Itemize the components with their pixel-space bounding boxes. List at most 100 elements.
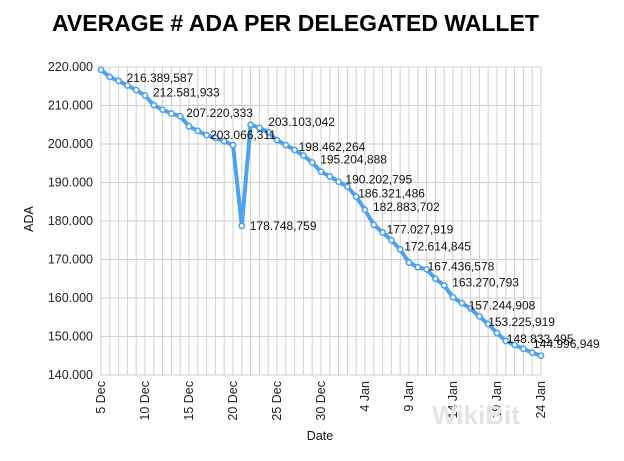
data-point [282, 141, 290, 149]
data-label: 153.225,919 [488, 315, 555, 329]
data-point [511, 341, 518, 349]
data-point [273, 136, 281, 144]
data-point [203, 131, 210, 139]
x-tick-label: 25 Dec [270, 381, 284, 421]
data-label: 178.748,759 [250, 219, 317, 233]
data-point [299, 152, 307, 159]
data-point [414, 263, 422, 271]
x-tick-label: 19 Jan [490, 381, 504, 419]
data-point [255, 124, 263, 132]
y-tick-label: 170.000 [48, 253, 93, 267]
data-label: 195.204,888 [320, 152, 387, 166]
data-point [379, 229, 386, 236]
watermark: WikiBit [432, 400, 520, 430]
data-label: 198.462,264 [299, 140, 366, 154]
y-axis-title: ADA [22, 205, 36, 231]
y-tick-label: 210.000 [48, 99, 93, 113]
grid [100, 66, 542, 376]
data-point [423, 265, 430, 273]
data-point [520, 345, 527, 353]
data-point [229, 141, 237, 149]
data-point [124, 82, 131, 89]
data-point [458, 299, 466, 307]
data-point [405, 259, 413, 266]
data-point [141, 92, 149, 99]
data-label: 203.066,311 [210, 128, 276, 142]
x-axis-title: Date [307, 429, 333, 443]
x-tick-label: 20 Dec [226, 381, 240, 421]
y-tick-label: 160.000 [48, 291, 93, 305]
data-point [484, 320, 492, 328]
data-point [352, 193, 360, 201]
data-point [326, 172, 334, 180]
data-point [335, 178, 342, 186]
data-point [528, 349, 536, 357]
x-tick-label: 15 Dec [182, 381, 196, 421]
data-label: 157.244,908 [469, 299, 536, 313]
data-point [97, 66, 105, 74]
data-label: 167.436,578 [428, 259, 495, 273]
x-tick-label: 9 Jan [402, 381, 416, 412]
y-tick-label: 190.000 [48, 176, 93, 190]
data-point [396, 246, 404, 253]
data-point [238, 222, 246, 230]
data-point [176, 112, 184, 120]
y-tick-label: 200.000 [48, 137, 93, 151]
data-label: 203.103,042 [268, 115, 335, 129]
y-axis-ticks: 140.000 150.000 160.000 170.000 180.000 190.0… [48, 60, 93, 382]
data-point [132, 86, 140, 94]
data-point [537, 352, 545, 360]
data-label: 190.202,795 [345, 173, 412, 187]
data-label: 212.581,933 [153, 86, 220, 100]
data-point [317, 168, 325, 176]
data-point [308, 159, 316, 166]
data-point [343, 183, 351, 191]
data-label: 163.270,793 [452, 275, 519, 289]
data-point [361, 206, 369, 214]
data-label: 148.833,495 [507, 332, 574, 346]
data-point [150, 101, 158, 109]
data-point [247, 121, 254, 129]
data-point [106, 73, 114, 81]
data-point [475, 313, 483, 320]
data-label: 207.220,333 [186, 106, 253, 120]
data-point [264, 128, 272, 136]
chart-title: AVERAGE # ADA PER DELEGATED WALLET [52, 10, 539, 36]
x-tick-label: 4 Jan [358, 381, 372, 412]
x-tick-label: 24 Jan [534, 381, 548, 419]
y-tick-label: 220.000 [48, 60, 93, 74]
y-tick-label: 150.000 [48, 330, 93, 344]
data-point [370, 221, 378, 229]
data-point [387, 236, 395, 244]
data-label: 216.389,587 [127, 71, 194, 85]
x-axis-ticks: 5 Dec 10 Dec 15 Dec 20 Dec 25 Dec 30 Dec 4 Jan… [94, 381, 548, 421]
y-tick-label: 140.000 [48, 368, 93, 382]
data-label: 186.321,486 [358, 187, 425, 201]
data-point [159, 106, 166, 114]
data-point [467, 305, 474, 313]
data-point [449, 293, 457, 301]
x-tick-label: 30 Dec [314, 381, 328, 421]
data-point [431, 275, 439, 283]
data-point [220, 137, 228, 145]
data-point [194, 127, 202, 135]
x-tick-label: 5 Dec [94, 381, 108, 414]
data-label: 182.883,702 [373, 200, 440, 214]
x-tick-label: 14 Jan [446, 381, 460, 419]
data-point [167, 110, 175, 117]
data-point [502, 337, 510, 345]
data-point [185, 122, 193, 130]
x-tick-label: 10 Dec [138, 381, 152, 421]
data-point [291, 146, 298, 154]
series-layer [97, 66, 545, 360]
data-point [493, 329, 501, 337]
data-point [440, 282, 448, 289]
y-tick-label: 180.000 [48, 214, 93, 228]
data-label: 177.027,919 [387, 222, 454, 236]
data-label: 172.614,845 [404, 239, 471, 253]
data-point [115, 77, 122, 85]
data-point [211, 134, 219, 142]
data-label: 144.996,949 [533, 337, 600, 351]
